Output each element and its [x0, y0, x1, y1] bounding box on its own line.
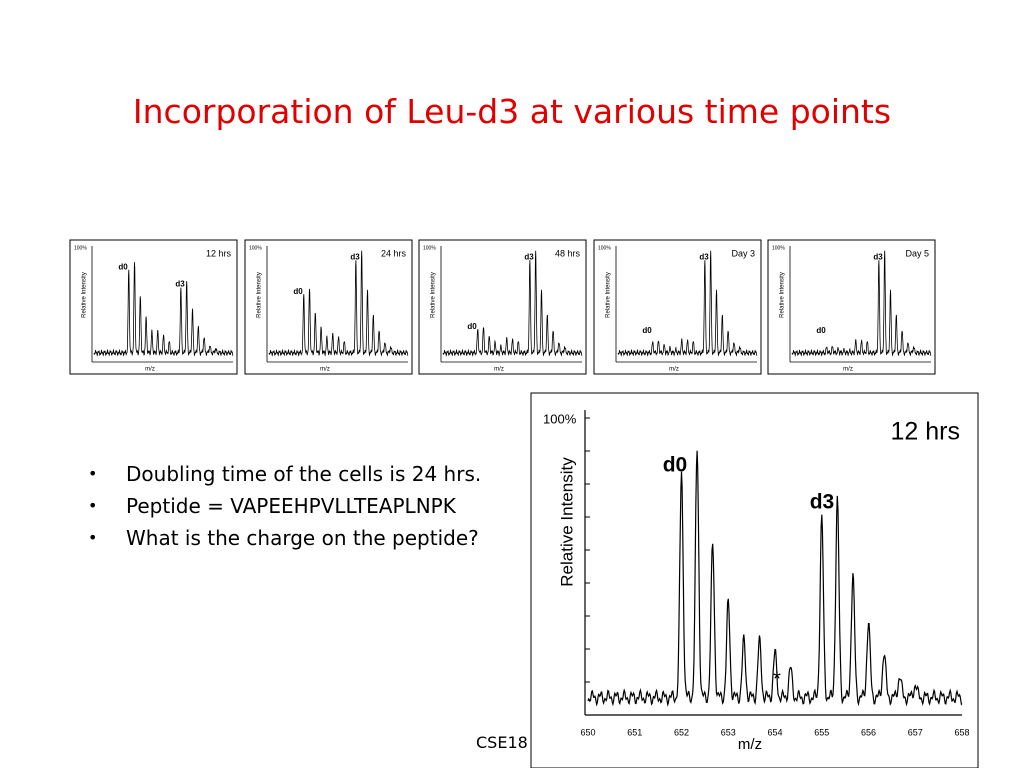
- peak-label: d3: [175, 280, 185, 289]
- x-tick-label: 653: [721, 727, 736, 737]
- x-axis-label: m/z: [320, 367, 330, 373]
- peak-label: d3: [524, 252, 534, 261]
- y-axis-label: Relative Intensity: [431, 272, 437, 318]
- peak-label: d0: [642, 326, 652, 335]
- x-axis-label: m/z: [494, 367, 504, 373]
- spectrum-trace: [587, 450, 963, 707]
- x-tick-label: 657: [908, 727, 923, 737]
- x-tick-label: 658: [954, 727, 969, 737]
- top-label: 100%: [249, 245, 262, 251]
- peak-label: d0: [816, 326, 826, 335]
- bullet-list: Doubling time of the cells is 24 hrs. Pe…: [88, 462, 508, 558]
- y-axis-label: Relative Intensity: [557, 457, 576, 587]
- peak-label: d3: [873, 252, 883, 261]
- x-axis-label: m/z: [145, 367, 155, 373]
- peak-label: d3: [350, 252, 360, 261]
- time-label: 24 hrs: [381, 248, 407, 258]
- peak-label: d0: [118, 263, 128, 272]
- top-label: 100%: [772, 245, 785, 251]
- top-label: 100%: [598, 245, 611, 251]
- spectrum-trace: [93, 262, 234, 357]
- spectrum-trace: [791, 250, 932, 357]
- spectrum-trace: [268, 250, 409, 357]
- x-axis-label: m/z: [738, 736, 762, 753]
- peak-label: d0: [467, 322, 477, 331]
- time-label: 12 hrs: [891, 418, 960, 446]
- x-tick-label: 650: [580, 727, 595, 737]
- bullet: Peptide = VAPEEHPVLLTEAPLNPK: [88, 494, 508, 518]
- top-label: 100%: [423, 245, 436, 251]
- y-axis-label: Relative Intensity: [82, 272, 88, 318]
- spectrum-trace: [442, 250, 583, 357]
- peak-label: d3: [810, 491, 835, 514]
- y-axis-label: Relative Intensity: [257, 272, 263, 318]
- x-tick-label: 651: [627, 727, 642, 737]
- x-tick-label: 654: [767, 727, 782, 737]
- footer: CSE18: [476, 733, 528, 752]
- time-label: Day 3: [731, 248, 755, 258]
- peak-label: d3: [699, 252, 709, 261]
- x-tick-label: 652: [674, 727, 689, 737]
- bullet: Doubling time of the cells is 24 hrs.: [88, 462, 508, 486]
- bullet: What is the charge on the peptide?: [88, 526, 508, 550]
- spectrum-frame: [530, 392, 979, 768]
- top-label: 100%: [74, 245, 87, 251]
- top-label: 100%: [543, 411, 577, 426]
- peak-label: d0: [663, 454, 688, 477]
- peak-label: d0: [293, 287, 303, 296]
- x-tick-label: 656: [861, 727, 876, 737]
- y-axis-label: Relative Intensity: [780, 272, 786, 318]
- x-axis-label: m/z: [843, 367, 853, 373]
- time-label: 12 hrs: [206, 248, 232, 258]
- slide-title: Incorporation of Leu-d3 at various time …: [132, 92, 892, 131]
- spectrum-trace: [617, 250, 758, 357]
- time-label: Day 5: [905, 248, 929, 258]
- time-label: 48 hrs: [555, 248, 581, 258]
- y-axis-label: Relative Intensity: [606, 272, 612, 318]
- x-tick-label: 655: [814, 727, 829, 737]
- x-axis-label: m/z: [669, 367, 679, 373]
- peak-label: *: [773, 668, 781, 690]
